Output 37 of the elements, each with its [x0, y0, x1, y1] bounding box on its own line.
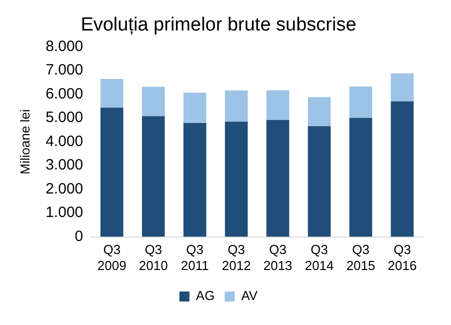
bar [266, 90, 290, 120]
bar [266, 120, 290, 237]
bar [142, 86, 165, 116]
y-tick-label: 8.000 [46, 38, 84, 55]
y-axis-title: Milioane lei [17, 109, 32, 174]
x-tick-label: Q3 2014 [304, 242, 334, 273]
bar [308, 97, 331, 126]
bar [183, 92, 206, 124]
bar [142, 116, 165, 237]
bar [100, 78, 124, 108]
x-tick-label: Q3 2015 [346, 242, 376, 273]
y-tick-label: 3.000 [46, 156, 84, 174]
chart-title: Evoluția primelor brute subscrise [80, 14, 356, 36]
bar [390, 73, 414, 102]
x-tick-label: Q3 2012 [222, 242, 251, 273]
x-tick-label: Q3 2010 [138, 242, 168, 273]
bar [183, 123, 206, 237]
bar [349, 118, 372, 237]
y-tick-label: 2.000 [46, 180, 84, 198]
y-tick-label: 0 [74, 228, 84, 245]
y-tick-label: 1.000 [46, 204, 84, 222]
x-tick-label: Q3 2013 [263, 242, 292, 273]
bar [224, 122, 248, 237]
bar [308, 126, 331, 237]
y-tick-label: 6.000 [46, 85, 84, 102]
bar [349, 86, 372, 118]
bar [390, 101, 414, 237]
y-tick-label: 4.000 [46, 132, 84, 150]
x-tick-label: Q3 2016 [388, 242, 417, 273]
y-tick-label: 7.000 [46, 62, 84, 79]
bar [224, 90, 248, 122]
x-tick-label: Q3 2009 [97, 242, 126, 273]
legend-label: AG [196, 288, 215, 304]
y-tick-label: 5.000 [46, 109, 84, 126]
bar [100, 108, 124, 237]
legend-label: AV [241, 288, 258, 304]
x-tick-label: Q3 2011 [180, 242, 209, 273]
